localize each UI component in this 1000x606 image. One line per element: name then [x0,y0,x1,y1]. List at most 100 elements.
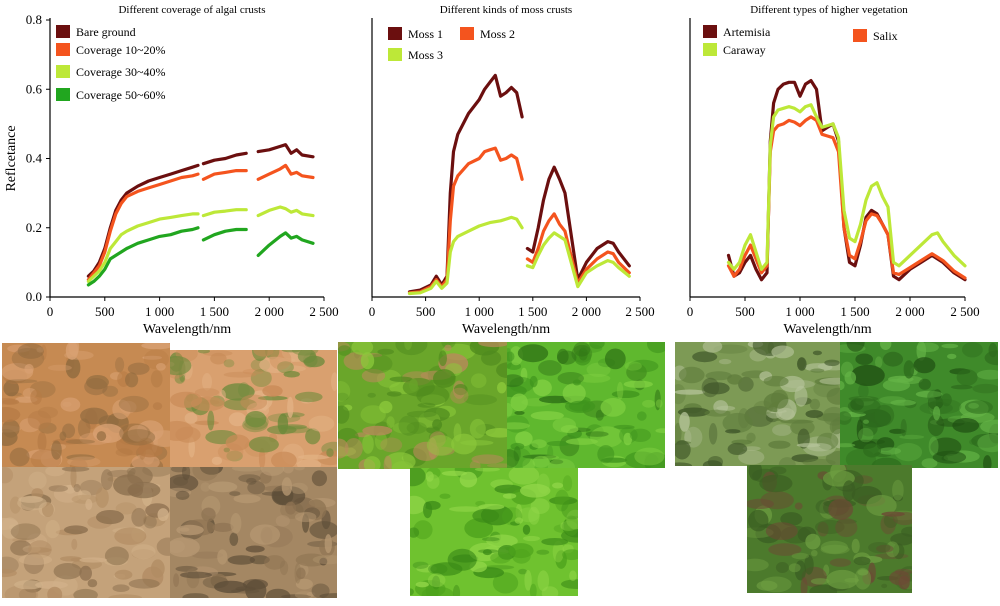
photo-texture-blob [319,557,328,566]
photo-texture-blob [708,423,718,445]
photo-texture-blob [295,578,313,590]
photo-texture-blob [536,549,550,555]
legend-label: Salix [873,29,898,43]
legend-item-2: Coverage 10~20% [56,43,165,57]
photo-texture-blob [628,359,659,373]
photo-texture-blob [118,395,149,413]
photo-texture-blob [976,369,998,380]
photo-texture [2,467,170,598]
series-line [525,212,631,285]
photo-texture-blob [574,349,592,366]
photo-texture-blob [835,517,858,538]
legend-swatch [56,88,70,101]
x-tick-label: 2 000 [572,304,601,319]
photo-texture-blob [863,419,869,424]
photo-texture-blob [246,477,257,485]
photo-texture-blob [552,540,564,563]
photo-texture-blob [100,469,114,491]
photo-texture-blob [125,372,139,388]
photo-texture-blob [217,549,228,565]
photo-texture-blob [675,440,691,460]
photo-texture-blob [245,579,267,598]
photo-texture-blob [281,350,303,353]
x-tick-label: 0 [369,304,376,319]
photo-texture-blob [410,527,420,538]
photo-texture-blob [890,399,916,406]
photo-texture-blob [623,380,653,388]
series-line [407,146,524,295]
photo-texture-blob [727,374,743,385]
photo-texture-blob [77,418,91,439]
photo-tile-6 [507,342,665,468]
photo-texture-blob [624,451,659,468]
photo-texture-blob [2,419,20,438]
photo-texture-blob [360,352,375,370]
photo-texture-blob [791,552,809,560]
photo-texture-blob [53,563,82,580]
photo-texture-blob [573,342,591,357]
photo-texture-blob [675,462,693,466]
photo-texture-blob [846,342,865,352]
photo-texture-blob [71,494,98,504]
photo-texture-blob [927,414,945,437]
photo-texture-blob [718,358,732,365]
legend-swatch [56,65,70,78]
photo-texture-blob [866,494,897,517]
photo-texture-blob [324,534,332,554]
photo-texture-blob [880,342,892,350]
photo-texture-blob [142,355,162,360]
photo-texture-blob [131,544,156,560]
photo-texture-blob [882,378,911,392]
photo-texture-blob [858,427,874,443]
legend-swatch [56,43,70,56]
photo-texture-blob [956,369,978,386]
photo-texture-blob [192,467,219,481]
photo-texture-blob [788,563,801,573]
photo-texture-blob [200,482,211,492]
photo-texture-blob [152,402,163,410]
photo-texture-blob [425,471,434,482]
photo-texture-blob [319,593,337,598]
photo-texture-blob [412,561,429,569]
photo-texture-blob [756,580,778,591]
photo-texture-blob [170,474,199,492]
photo-texture-blob [507,403,513,417]
photo-texture-blob [96,510,124,525]
photo-texture-blob [562,475,573,492]
photo-texture-blob [518,568,528,575]
legend-item-2: Moss 2 [460,27,515,41]
photo-texture-blob [182,467,191,481]
photo-texture-blob [80,407,108,425]
photo-texture-blob [229,491,241,496]
photo-texture-blob [108,594,143,598]
photo-texture-blob [790,419,815,436]
series-3 [407,215,631,296]
photo-texture-blob [589,342,605,349]
legend-label: Moss 1 [408,27,443,41]
photo-texture-blob [829,419,840,435]
legend-swatch [703,43,717,56]
photo-texture-blob [122,429,156,446]
photo-texture-blob [915,390,943,398]
photo-texture [507,342,665,468]
y-tick-label: 0.0 [26,289,42,304]
photo-texture-blob [515,431,533,447]
photo-texture-blob [968,402,979,409]
photo-texture-blob [804,555,814,575]
photo-texture-blob [115,357,125,373]
photo-texture-blob [150,370,163,388]
legend-item-3: Moss 3 [388,48,443,62]
photo-texture-blob [52,438,84,445]
photo-texture-blob [14,580,43,590]
photo-texture-blob [423,407,450,422]
photo-texture-blob [969,439,977,445]
photo-texture-blob [176,524,204,536]
photo-texture-blob [96,431,107,442]
photo-texture-blob [362,425,393,436]
photo-texture-blob [363,456,381,469]
photo-texture-blob [549,459,564,465]
photo-texture-blob [2,517,20,539]
photo-texture-blob [27,410,52,430]
photo-texture-blob [7,392,22,397]
photo-texture-blob [482,549,492,556]
